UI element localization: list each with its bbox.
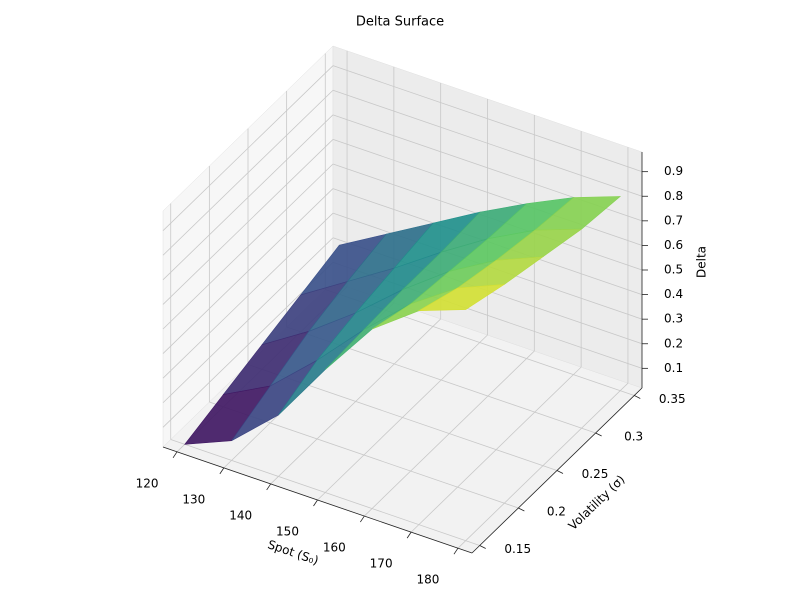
y-tick-label: 0.25: [582, 467, 609, 481]
tick-mark: [479, 545, 486, 549]
grid-line: [162, 212, 334, 379]
y-tick-label: 0.15: [504, 542, 531, 556]
grid-line: [332, 89, 643, 197]
x-tick-label: 140: [229, 508, 252, 522]
z-tick-label: 0.5: [664, 263, 683, 277]
tick-mark: [172, 451, 178, 459]
tick-mark: [219, 467, 225, 475]
z-tick-label: 0.7: [664, 213, 683, 227]
x-tick-label: 130: [182, 492, 205, 506]
tick-mark: [453, 547, 459, 555]
z-tick-label: 0.8: [664, 189, 683, 203]
grid-line: [162, 114, 334, 281]
x-tick-label: 120: [136, 476, 159, 490]
tick-mark: [518, 507, 525, 512]
chart-title: Delta Surface: [356, 15, 444, 30]
grid-line: [162, 65, 334, 231]
tick-mark: [634, 395, 641, 399]
y-tick-label: 0.3: [624, 430, 643, 444]
y-tick-label: 0.35: [659, 392, 686, 406]
z-tick-label: 0.9: [664, 164, 683, 178]
grid-line: [162, 188, 334, 354]
grid-line: [332, 139, 643, 246]
y-axis-label: Volatility (σ): [566, 472, 628, 533]
grid-line: [162, 163, 334, 330]
tick-mark: [595, 432, 602, 437]
tick-mark: [556, 470, 564, 474]
x-tick-label: 180: [417, 573, 440, 587]
y-axis: [471, 387, 643, 554]
grid-line: [170, 439, 480, 546]
tick-mark: [313, 499, 318, 507]
tick-mark: [406, 531, 412, 539]
surface-cell: [417, 284, 505, 312]
grid-line: [162, 89, 334, 256]
tick-mark: [266, 483, 272, 491]
z-tick-label: 0.4: [664, 287, 683, 301]
z-axis-label: Delta: [695, 246, 709, 278]
tick-mark: [359, 515, 365, 523]
grid-line: [332, 65, 643, 173]
z-tick-label: 0.1: [664, 361, 683, 375]
grid-line: [162, 237, 334, 404]
z-tick-label: 0.6: [664, 238, 683, 252]
x-axis: [162, 446, 473, 554]
x-axis-label: Spot (S₀): [266, 537, 321, 567]
x-tick-label: 170: [370, 557, 393, 571]
x-tick-label: 160: [323, 541, 346, 555]
grid-line: [162, 139, 334, 305]
z-tick-label: 0.2: [664, 336, 683, 350]
y-tick-label: 0.2: [547, 505, 566, 519]
x-tick-label: 150: [276, 525, 299, 539]
z-tick-label: 0.3: [664, 312, 683, 326]
